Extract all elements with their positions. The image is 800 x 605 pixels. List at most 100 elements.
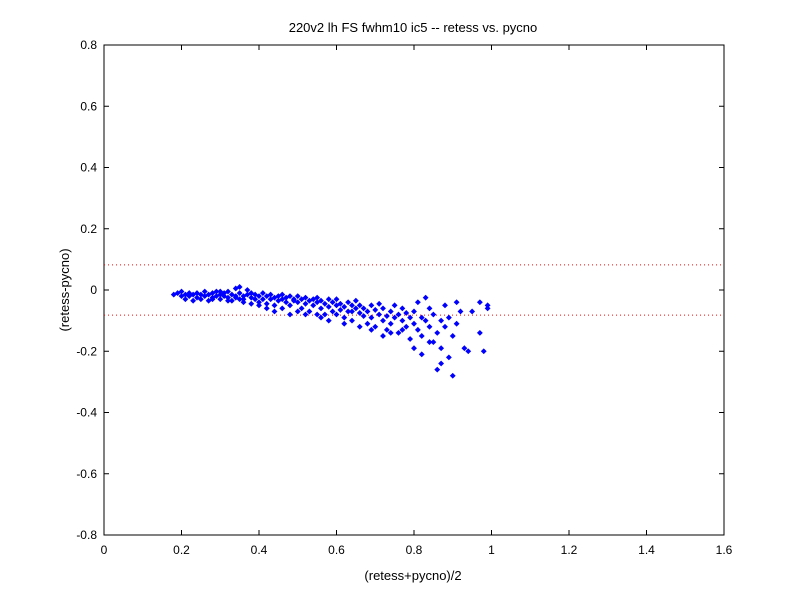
data-point [318, 297, 324, 304]
data-point [461, 345, 468, 352]
data-point [283, 299, 290, 306]
data-point [349, 302, 355, 309]
data-point [345, 299, 352, 306]
data-point [306, 308, 313, 315]
data-point [442, 323, 448, 330]
data-point [294, 299, 301, 306]
data-point [236, 284, 243, 290]
data-point [453, 320, 460, 327]
data-point [438, 345, 445, 352]
data-point [426, 323, 433, 330]
data-point [395, 329, 402, 336]
data-point [341, 314, 348, 321]
y-tick-label: -0.8 [76, 528, 97, 542]
data-point [236, 290, 243, 296]
data-point [380, 333, 386, 339]
data-point [252, 296, 259, 303]
data-point [422, 294, 429, 301]
data-point [453, 299, 460, 306]
data-point [391, 302, 398, 309]
data-point [411, 345, 417, 352]
data-point [248, 300, 255, 307]
data-point [383, 313, 390, 319]
data-point [430, 311, 437, 318]
data-point [465, 348, 472, 355]
plot-area: 0 0.2 0.4 0.6 0.8 1 1.2 1.4 1.6 -0.8 -0.6 -0.4 -0.2… [76, 38, 732, 557]
x-tick-label: 0.8 [406, 543, 423, 557]
data-point [399, 305, 406, 312]
y-tick-label: 0.6 [80, 99, 97, 113]
data-point [287, 311, 293, 318]
data-point [302, 300, 309, 307]
data-point [434, 329, 441, 336]
x-axis-ticks: 0 0.2 0.4 0.6 0.8 1 1.2 1.4 1.6 [101, 45, 733, 557]
data-point [445, 314, 452, 321]
data-point [298, 305, 305, 312]
data-point [426, 305, 433, 312]
data-point [294, 293, 301, 300]
data-point [457, 308, 464, 315]
data-point [380, 305, 386, 312]
data-point [438, 360, 445, 367]
data-point [349, 308, 355, 315]
data-point [476, 329, 483, 336]
data-point [228, 297, 235, 304]
y-tick-label: -0.4 [76, 406, 97, 420]
data-point [182, 296, 189, 303]
data-point [449, 372, 456, 379]
data-point [380, 317, 386, 324]
data-point [256, 293, 262, 300]
data-point [263, 300, 270, 307]
data-point [364, 320, 371, 327]
data-point [290, 296, 297, 303]
data-point [480, 348, 487, 355]
y-tick-label: 0 [90, 283, 97, 297]
data-point [352, 297, 359, 304]
data-point [356, 302, 363, 309]
x-tick-label: 1.2 [561, 543, 578, 557]
x-tick-label: 0.6 [328, 543, 345, 557]
data-point [329, 308, 336, 315]
data-point [430, 339, 437, 345]
data-point [376, 311, 383, 318]
x-tick-label: 0 [101, 543, 108, 557]
data-point [325, 303, 332, 310]
y-axis-ticks: -0.8 -0.6 -0.4 -0.2 0 0.2 0.4 0.6 0.8 [76, 38, 724, 542]
data-point [368, 314, 375, 321]
data-point [259, 296, 266, 303]
y-tick-label: -0.2 [76, 344, 97, 358]
data-point [411, 308, 417, 315]
data-point [271, 308, 278, 315]
y-axis-label: (retess-pycno) [57, 248, 72, 331]
data-point [201, 288, 208, 295]
y-tick-label: -0.6 [76, 467, 97, 481]
data-point [232, 294, 239, 301]
data-point [325, 296, 332, 303]
data-point [329, 299, 336, 306]
axes-box [103, 44, 725, 536]
data-point [407, 336, 414, 342]
data-point [426, 339, 433, 345]
data-point [476, 299, 483, 306]
data-point [302, 294, 309, 301]
data-point [376, 300, 383, 307]
data-point [190, 297, 197, 304]
data-point [442, 302, 448, 309]
x-tick-label: 0.2 [173, 543, 190, 557]
data-point [484, 302, 491, 309]
data-point [259, 290, 266, 296]
data-point [434, 366, 441, 373]
data-point [356, 310, 363, 316]
x-tick-label: 0.4 [251, 543, 268, 557]
data-point [352, 305, 359, 312]
data-point [387, 320, 394, 327]
data-point [197, 296, 204, 303]
data-point [271, 302, 278, 309]
data-points [170, 284, 491, 379]
data-point [314, 311, 321, 318]
data-point [321, 300, 328, 307]
data-point [337, 306, 344, 313]
data-point [403, 323, 410, 330]
data-point [333, 296, 340, 303]
